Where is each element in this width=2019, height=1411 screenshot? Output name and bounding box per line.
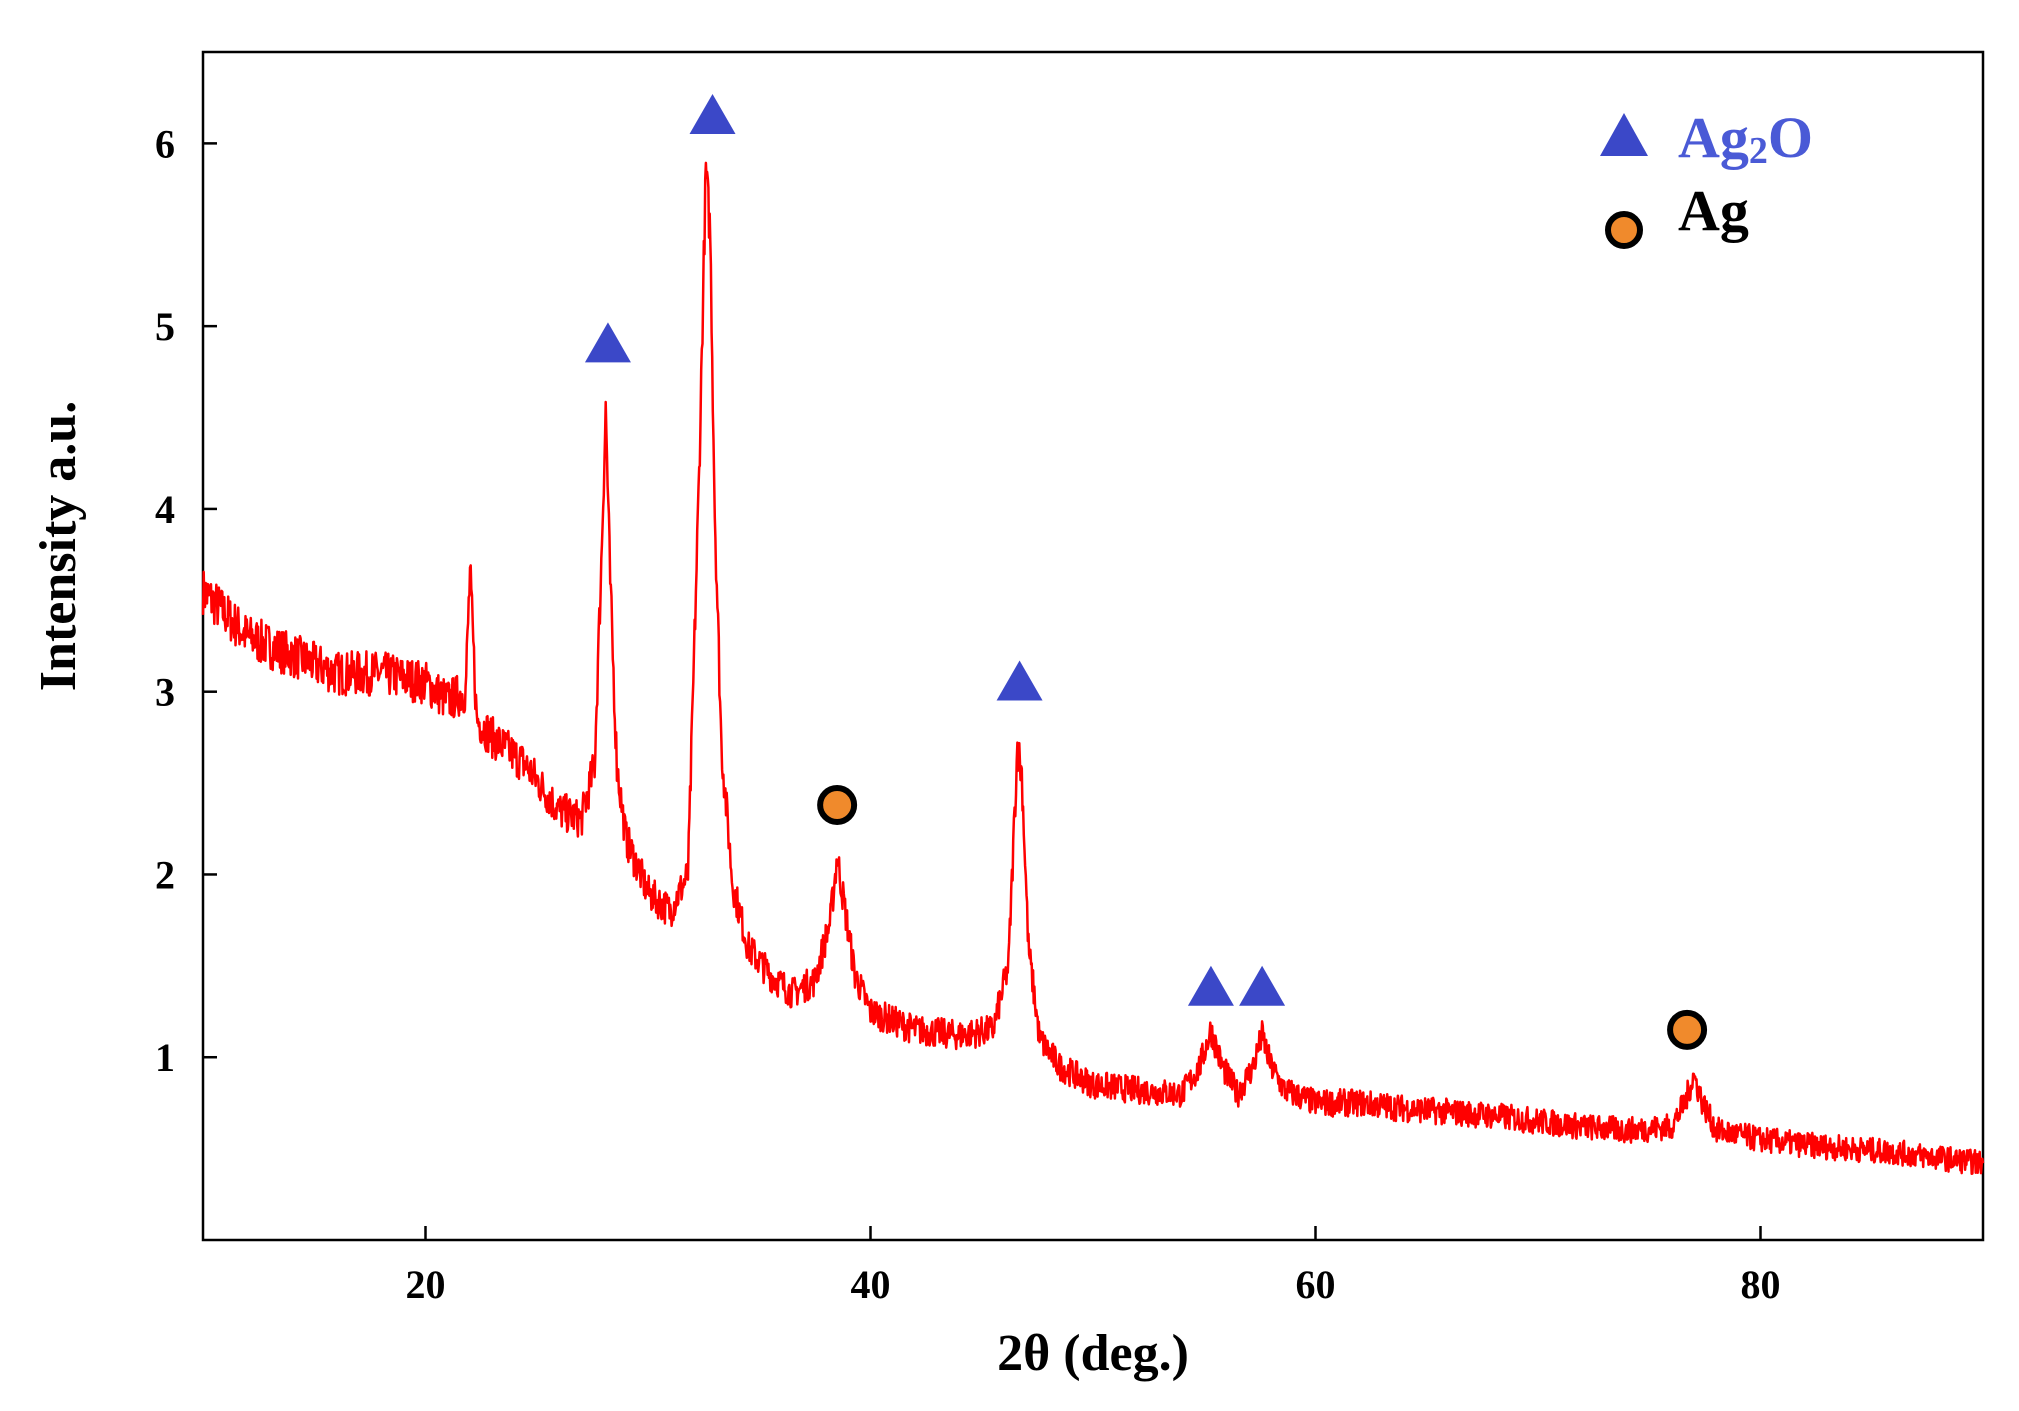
x-tick-label: 60 <box>1296 1262 1336 1307</box>
phase-markers <box>584 93 1708 1050</box>
axis-ticks: 20 40 60 80 1 2 3 4 5 6 <box>155 121 1781 1307</box>
y-tick-label: 1 <box>155 1035 175 1080</box>
legend-label-ag: Ag <box>1678 178 1749 243</box>
legend-circle-icon <box>1605 211 1643 249</box>
ag-peak-marker-icon <box>817 785 858 826</box>
y-tick-label: 2 <box>155 852 175 897</box>
legend-triangle-icon <box>1600 113 1648 156</box>
x-tick-label: 80 <box>1741 1262 1781 1307</box>
ag2o-peak-marker-icon <box>689 93 736 134</box>
y-tick-label: 4 <box>155 487 175 532</box>
y-axis-title: Intensity a.u. <box>30 401 87 691</box>
x-axis-title: 2θ (deg.) <box>997 1325 1189 1382</box>
ag-peak-marker-icon <box>1667 1009 1708 1050</box>
x-tick-label: 40 <box>851 1262 891 1307</box>
plot-frame <box>201 50 1985 1242</box>
y-tick-label: 3 <box>155 670 175 715</box>
ag2o-peak-marker-icon <box>996 660 1043 701</box>
y-tick-label: 6 <box>155 121 175 166</box>
x-tick-label: 20 <box>406 1262 446 1307</box>
legend-label-ag2o: Ag2O <box>1678 105 1813 172</box>
xrd-series-line <box>201 161 1985 1176</box>
ag2o-peak-marker-icon <box>1239 965 1286 1006</box>
ag2o-peak-marker-icon <box>1187 965 1234 1006</box>
y-tick-label: 5 <box>155 304 175 349</box>
ag2o-peak-marker-icon <box>584 322 631 363</box>
legend: Ag2O Ag <box>1600 105 1813 249</box>
